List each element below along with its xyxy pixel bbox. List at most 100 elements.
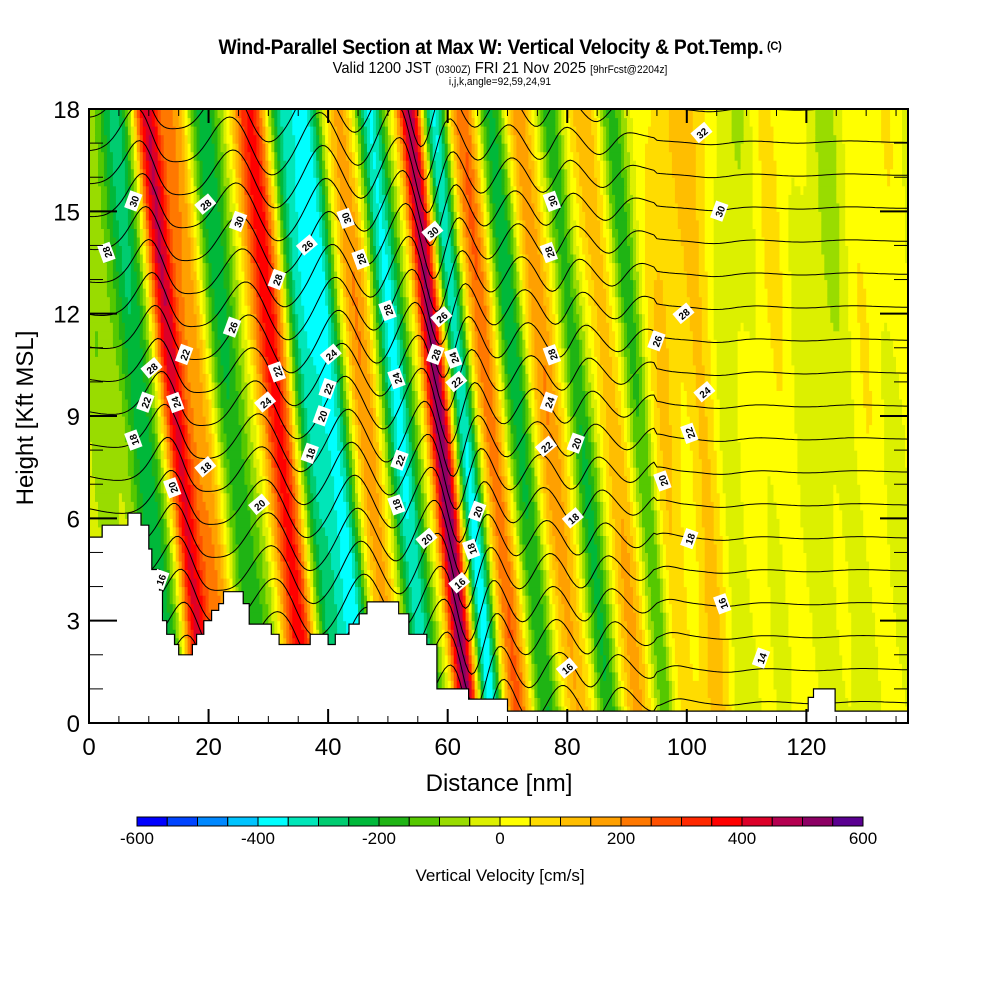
w-cell [444,620,449,630]
w-cell [600,535,604,545]
w-cell [483,492,488,502]
w-cell [516,535,520,545]
w-cell [627,450,631,460]
w-cell [680,509,697,519]
w-cell [896,612,908,622]
w-cell [636,569,640,579]
w-cell [325,603,338,613]
w-cell [552,586,556,596]
w-cell [289,637,293,647]
w-cell [184,603,189,613]
w-cell [387,561,392,571]
w-cell [537,458,541,468]
w-cell [600,475,604,485]
w-cell [662,603,667,613]
w-cell [609,595,613,605]
w-cell [648,671,652,681]
w-cell [528,620,532,630]
w-cell [438,578,443,588]
w-cell [627,535,634,545]
w-cell [477,586,485,596]
w-cell [665,492,673,502]
w-cell [220,458,225,468]
w-cell [615,663,619,673]
w-cell [665,637,670,647]
w-cell [390,467,395,477]
w-cell [639,569,643,579]
w-cell [423,458,428,468]
w-cell [387,450,392,460]
w-cell [169,518,174,528]
w-cell [594,671,598,681]
w-cell [785,569,807,579]
w-cell [319,620,323,630]
w-cell [429,637,434,647]
w-cell [271,595,275,605]
w-cell [471,467,476,477]
w-cell [271,535,275,545]
w-cell [483,578,488,588]
w-cell [600,484,604,494]
w-cell [656,654,667,664]
w-cell [492,543,497,553]
w-cell [552,578,556,588]
w-cell [262,561,269,571]
w-cell [486,518,491,528]
w-cell [812,637,840,647]
w-cell [277,612,281,622]
w-cell [516,671,523,681]
w-cell [271,569,275,579]
w-cell [450,646,455,656]
w-cell [579,697,586,707]
w-cell [175,509,180,519]
w-cell [226,552,231,562]
w-cell [519,543,523,553]
w-cell [411,441,416,451]
w-cell [390,526,395,536]
w-cell [492,569,497,579]
w-cell [609,441,622,451]
w-cell [286,543,296,553]
w-cell [627,433,631,443]
w-cell [788,612,813,622]
w-cell [226,467,231,477]
w-cell [543,603,547,613]
w-cell [639,620,643,630]
w-cell [519,654,523,664]
w-cell [516,458,520,468]
w-cell [618,697,622,707]
w-cell [866,543,891,553]
w-cell [857,467,885,477]
w-cell [361,535,365,545]
w-cell [402,484,410,494]
w-cell [558,680,562,690]
w-cell [707,450,718,460]
w-cell [426,475,431,485]
w-cell [462,492,467,502]
w-cell [528,629,532,639]
w-cell [408,501,416,511]
w-cell [731,595,751,605]
w-cell [313,458,332,468]
w-cell [373,595,380,605]
w-cell [528,680,532,690]
w-cell [220,441,225,451]
w-cell [588,654,592,664]
w-cell [645,697,652,707]
w-cell [588,603,592,613]
w-cell [163,561,168,571]
w-cell [432,543,437,553]
w-cell [713,501,721,511]
w-cell [791,646,816,656]
w-cell [743,526,769,536]
w-cell [130,492,138,502]
w-cell [289,595,293,605]
w-cell [582,450,586,460]
w-cell [570,467,574,477]
w-cell [453,646,458,656]
w-cell [316,543,320,553]
w-cell [447,569,452,579]
w-cell [184,612,189,622]
w-cell [139,467,153,477]
w-cell [429,475,434,485]
